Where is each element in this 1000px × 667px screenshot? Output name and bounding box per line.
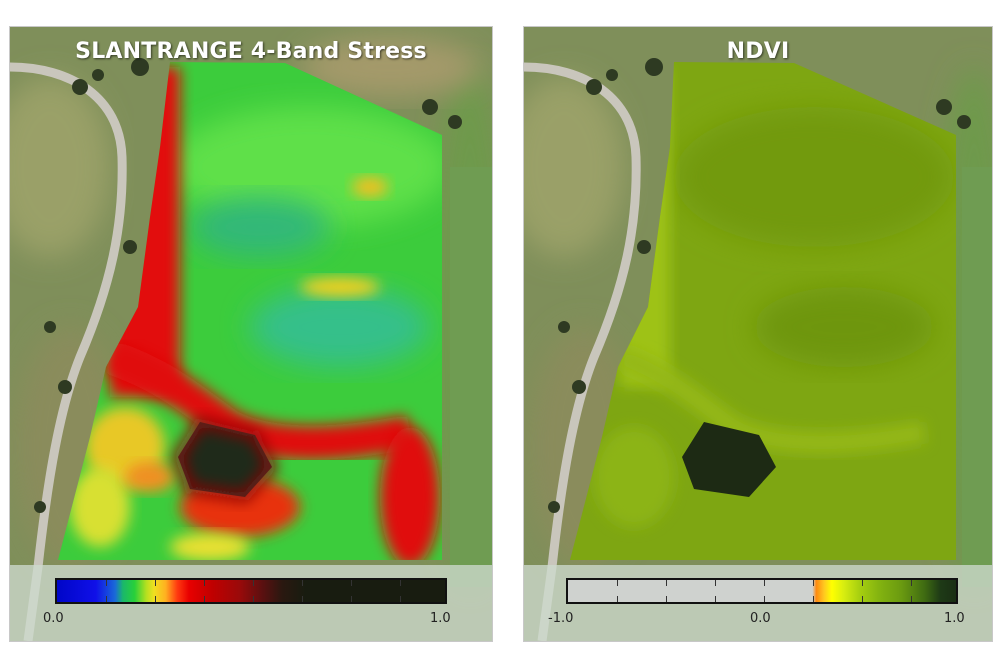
stress-legend-min-label: 0.0 — [43, 611, 64, 626]
stress-legend-max-label: 1.0 — [430, 611, 451, 626]
ndvi-colorbar — [566, 578, 958, 604]
stress-map-panel: SLANTRANGE 4-Band Stress 0.0 1.0 — [9, 26, 493, 642]
ndvi-legend-mid-label: 0.0 — [750, 611, 771, 626]
ndvi-map-panel: NDVI -1.0 0.0 1.0 — [523, 26, 993, 642]
stress-map-image — [10, 27, 492, 641]
stress-colorbar — [55, 578, 447, 604]
ndvi-legend-min-label: -1.0 — [548, 611, 574, 626]
stress-legend: 0.0 1.0 — [10, 565, 492, 641]
ndvi-map-image — [524, 27, 992, 641]
ndvi-legend-max-label: 1.0 — [944, 611, 965, 626]
ndvi-legend: -1.0 0.0 1.0 — [524, 565, 992, 641]
ndvi-map-title: NDVI — [726, 39, 790, 64]
stress-map-title: SLANTRANGE 4-Band Stress — [75, 39, 427, 64]
